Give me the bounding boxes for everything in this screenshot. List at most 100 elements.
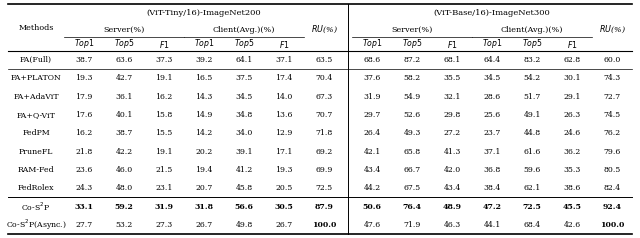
Text: 39.2: 39.2 (195, 56, 212, 64)
Text: 34.5: 34.5 (236, 93, 253, 101)
Text: 16.2: 16.2 (156, 93, 173, 101)
Text: 27.2: 27.2 (444, 129, 461, 137)
Text: 20.5: 20.5 (275, 184, 292, 192)
Text: 15.5: 15.5 (156, 129, 173, 137)
Text: 41.2: 41.2 (236, 166, 253, 174)
Text: 68.4: 68.4 (524, 221, 541, 229)
Text: 42.7: 42.7 (115, 74, 132, 82)
Text: 45.8: 45.8 (236, 184, 253, 192)
Text: 30.1: 30.1 (563, 74, 580, 82)
Text: 36.2: 36.2 (563, 148, 580, 156)
Text: 27.3: 27.3 (156, 221, 173, 229)
Text: 71.8: 71.8 (316, 129, 333, 137)
Text: 34.0: 34.0 (236, 129, 253, 137)
Text: 37.1: 37.1 (275, 56, 292, 64)
Text: 42.0: 42.0 (444, 166, 461, 174)
Text: 69.9: 69.9 (316, 166, 333, 174)
Text: $Top5$: $Top5$ (114, 38, 134, 50)
Text: 35.3: 35.3 (563, 166, 580, 174)
Text: 44.1: 44.1 (483, 221, 500, 229)
Text: 61.6: 61.6 (524, 148, 541, 156)
Text: (ViT-Base/16)-ImageNet300: (ViT-Base/16)-ImageNet300 (434, 9, 550, 17)
Text: 25.6: 25.6 (483, 111, 500, 119)
Text: 58.2: 58.2 (403, 74, 420, 82)
Text: 23.7: 23.7 (483, 129, 500, 137)
Text: 26.4: 26.4 (364, 129, 381, 137)
Text: 34.8: 34.8 (236, 111, 253, 119)
Text: 49.8: 49.8 (236, 221, 253, 229)
Text: 44.2: 44.2 (364, 184, 381, 192)
Text: 66.7: 66.7 (403, 166, 420, 174)
Text: 42.2: 42.2 (115, 148, 132, 156)
Text: (ViT-Tiny/16)-ImageNet200: (ViT-Tiny/16)-ImageNet200 (147, 9, 261, 17)
Text: 36.8: 36.8 (483, 166, 500, 174)
Text: 46.3: 46.3 (444, 221, 461, 229)
Text: 63.6: 63.6 (115, 56, 132, 64)
Text: 100.0: 100.0 (312, 221, 336, 229)
Text: 37.6: 37.6 (364, 74, 381, 82)
Text: 33.1: 33.1 (74, 203, 93, 211)
Text: 70.7: 70.7 (316, 111, 333, 119)
Text: 13.6: 13.6 (275, 111, 292, 119)
Text: 36.1: 36.1 (115, 93, 132, 101)
Text: 56.6: 56.6 (235, 203, 253, 211)
Text: Client(Avg.)(%): Client(Avg.)(%) (212, 25, 275, 34)
Text: FA+Q-ViT: FA+Q-ViT (17, 111, 56, 119)
Text: Server(%): Server(%) (391, 25, 433, 34)
Text: 23.1: 23.1 (156, 184, 173, 192)
Text: 26.7: 26.7 (275, 221, 292, 229)
Text: Co-S$^2$P(Async.): Co-S$^2$P(Async.) (6, 218, 67, 232)
Text: 14.9: 14.9 (195, 111, 212, 119)
Text: 54.2: 54.2 (524, 74, 541, 82)
Text: 82.4: 82.4 (604, 184, 621, 192)
Text: 59.6: 59.6 (524, 166, 541, 174)
Text: 31.9: 31.9 (364, 93, 381, 101)
Text: 100.0: 100.0 (600, 221, 624, 229)
Text: 87.2: 87.2 (403, 56, 420, 64)
Text: 62.1: 62.1 (524, 184, 541, 192)
Text: 74.3: 74.3 (604, 74, 621, 82)
Text: 74.5: 74.5 (604, 111, 621, 119)
Text: $F1$: $F1$ (278, 39, 289, 50)
Text: 71.9: 71.9 (403, 221, 420, 229)
Text: 48.9: 48.9 (442, 203, 461, 211)
Text: 53.2: 53.2 (115, 221, 132, 229)
Text: 60.0: 60.0 (604, 56, 621, 64)
Text: 14.0: 14.0 (275, 93, 292, 101)
Text: 17.6: 17.6 (76, 111, 93, 119)
Text: 38.4: 38.4 (483, 184, 500, 192)
Text: 64.1: 64.1 (236, 56, 253, 64)
Text: 17.9: 17.9 (76, 93, 93, 101)
Text: 37.5: 37.5 (236, 74, 253, 82)
Text: $Top5$: $Top5$ (402, 38, 422, 50)
Text: 38.6: 38.6 (563, 184, 580, 192)
Text: 29.7: 29.7 (364, 111, 381, 119)
Text: 54.9: 54.9 (403, 93, 420, 101)
Text: 43.4: 43.4 (444, 184, 461, 192)
Text: 44.8: 44.8 (524, 129, 541, 137)
Text: 62.8: 62.8 (563, 56, 580, 64)
Text: 51.7: 51.7 (524, 93, 541, 101)
Text: $RU$(%): $RU$(%) (310, 24, 337, 35)
Text: 21.5: 21.5 (156, 166, 173, 174)
Text: 47.6: 47.6 (364, 221, 381, 229)
Text: 16.2: 16.2 (76, 129, 93, 137)
Text: 31.9: 31.9 (154, 203, 173, 211)
Text: 59.2: 59.2 (115, 203, 133, 211)
Text: 47.2: 47.2 (483, 203, 502, 211)
Text: 92.4: 92.4 (602, 203, 621, 211)
Text: FA+AdaViT: FA+AdaViT (13, 93, 59, 101)
Text: 52.6: 52.6 (403, 111, 420, 119)
Text: 14.2: 14.2 (195, 129, 212, 137)
Text: 43.4: 43.4 (364, 166, 381, 174)
Text: Client(Avg.)(%): Client(Avg.)(%) (500, 25, 563, 34)
Text: 26.7: 26.7 (195, 221, 212, 229)
Text: 28.6: 28.6 (483, 93, 500, 101)
Text: $Top1$: $Top1$ (74, 38, 94, 50)
Text: 67.5: 67.5 (403, 184, 420, 192)
Text: 24.6: 24.6 (563, 129, 580, 137)
Text: 42.1: 42.1 (364, 148, 381, 156)
Text: 72.7: 72.7 (604, 93, 621, 101)
Text: 29.8: 29.8 (444, 111, 461, 119)
Text: 39.1: 39.1 (236, 148, 253, 156)
